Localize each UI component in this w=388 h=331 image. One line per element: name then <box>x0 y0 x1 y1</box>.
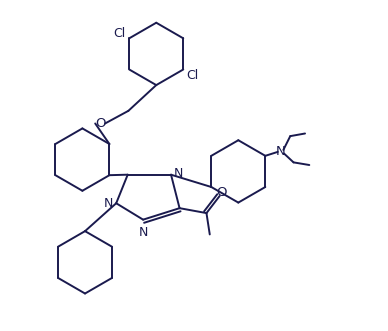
Text: O: O <box>217 186 227 199</box>
Text: Cl: Cl <box>113 26 126 40</box>
Text: Cl: Cl <box>186 69 199 82</box>
Text: O: O <box>95 117 106 130</box>
Text: N: N <box>104 197 114 210</box>
Text: N: N <box>174 167 183 180</box>
Text: N: N <box>276 145 286 158</box>
Text: N: N <box>139 225 148 239</box>
